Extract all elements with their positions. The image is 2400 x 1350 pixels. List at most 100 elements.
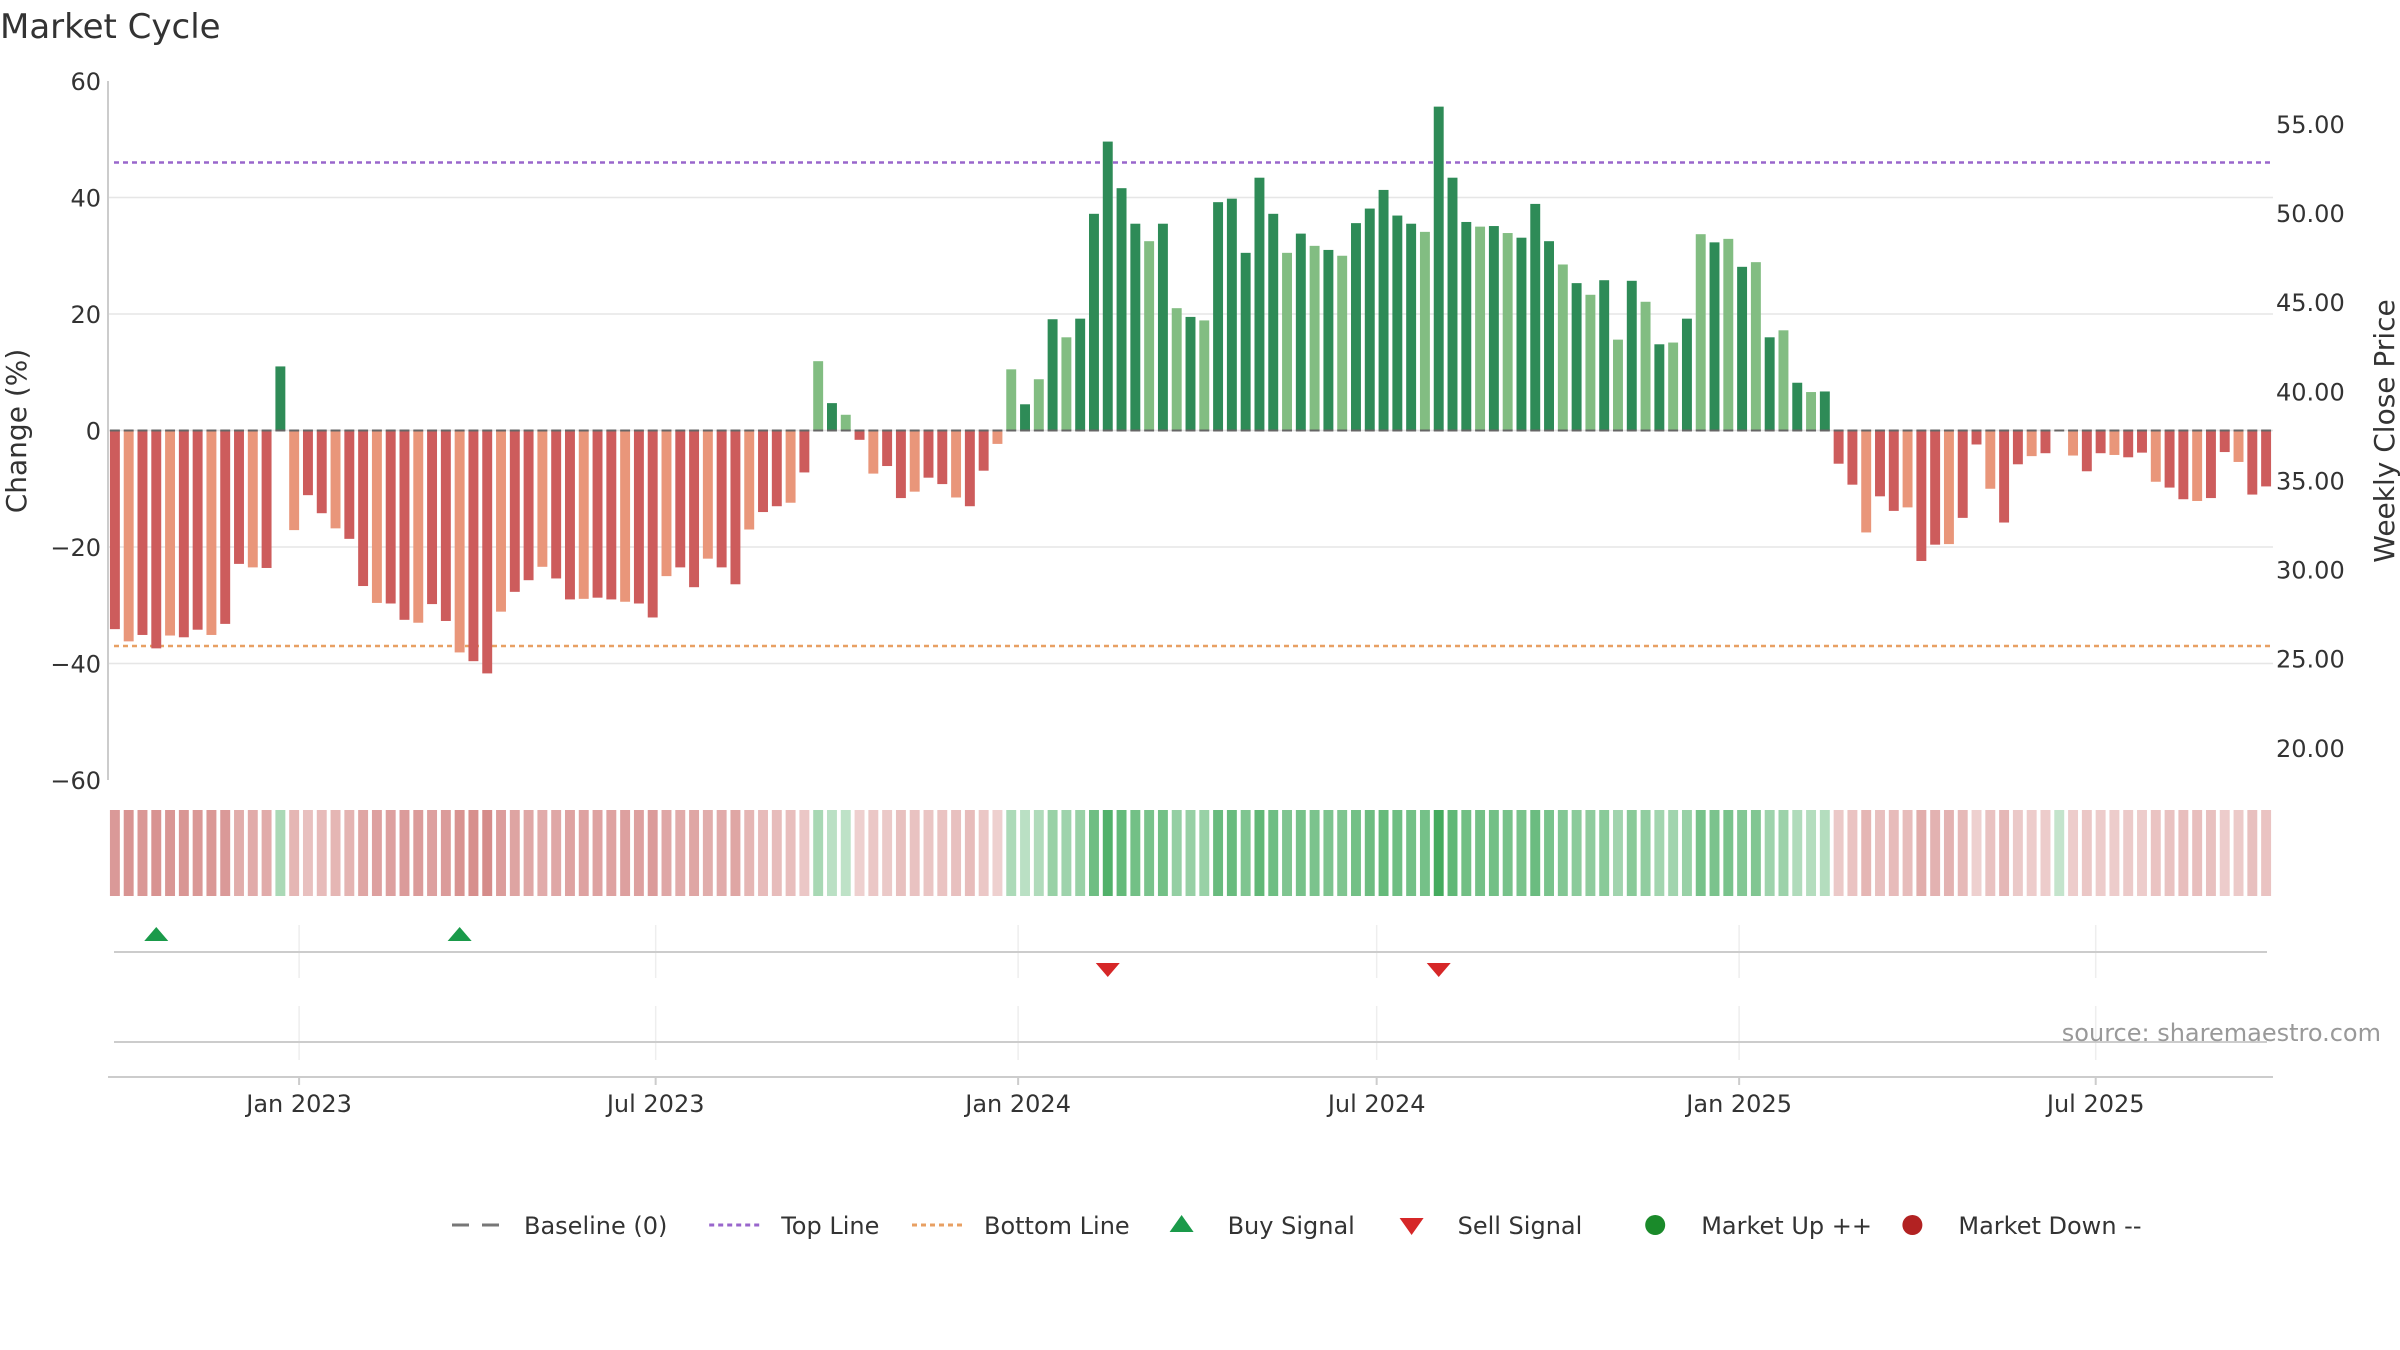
heat-cell (1033, 810, 1044, 896)
legend-item: Top Line (709, 1212, 879, 1240)
heat-cell (2150, 810, 2161, 896)
legend-symbol-circle (1645, 1215, 1666, 1235)
buy-signal-marker (144, 927, 169, 941)
heat-cell (923, 810, 934, 896)
legend-item: Market Up ++ (1645, 1212, 1872, 1240)
bar (895, 430, 906, 499)
y-tick-label-left: 60 (70, 68, 101, 96)
heat-cell (1323, 810, 1334, 896)
heat-cell (1254, 810, 1265, 896)
bar (440, 430, 451, 621)
bar (1819, 391, 1830, 431)
heat-cell (937, 810, 948, 896)
heat-cell (827, 810, 837, 896)
heat-cell (302, 810, 313, 896)
legend-label: Market Up ++ (1701, 1212, 1872, 1240)
bar (1351, 223, 1361, 431)
bar (1447, 177, 1458, 431)
legend-item: Bottom Line (912, 1212, 1130, 1240)
bar (606, 430, 617, 600)
heat-cell (1833, 810, 1844, 896)
heat-cell (1557, 810, 1568, 896)
bar (620, 430, 631, 602)
heat-cell (1792, 810, 1803, 896)
legend-label: Buy Signal (1228, 1212, 1355, 1240)
bar (785, 430, 796, 503)
heat-cell (2164, 810, 2175, 896)
legend-symbol-buy (1169, 1215, 1194, 1232)
bar (1613, 339, 1623, 431)
heat-cell (1695, 810, 1706, 896)
heat-cell (1392, 810, 1403, 896)
bar (1323, 249, 1334, 431)
bar (1516, 237, 1527, 431)
bar (882, 430, 893, 467)
heat-cell (123, 810, 134, 896)
heat-cell (2054, 810, 2065, 896)
heat-cell (1075, 810, 1086, 896)
bar (1626, 280, 1637, 431)
bar (1681, 318, 1692, 431)
heat-cell (799, 810, 810, 896)
heat-cell (261, 810, 272, 896)
heat-cell (1640, 810, 1651, 896)
y-tick-label-right: 35.00 (2276, 467, 2345, 495)
legend-label: Sell Signal (1458, 1212, 1583, 1240)
bar (1957, 430, 1968, 518)
heat-cell (1654, 810, 1665, 896)
heat-cell (895, 810, 906, 896)
heat-cell (137, 810, 148, 896)
heat-cell (234, 810, 244, 896)
bar (1268, 213, 1279, 431)
y-axis-label-right: Weekly Close Price (2368, 299, 2400, 562)
heat-cell (2095, 810, 2106, 896)
heat-cell (1737, 810, 1748, 896)
legend-item: Market Down -- (1902, 1212, 2141, 1240)
heat-cell (1516, 810, 1527, 896)
heat-cell (785, 810, 796, 896)
bar (385, 430, 396, 604)
x-tick-label: Jan 2025 (1684, 1090, 1792, 1118)
bar (2219, 430, 2230, 453)
legend-item: Sell Signal (1399, 1212, 1583, 1240)
heat-cell (371, 810, 382, 896)
heat-cell (909, 810, 920, 896)
heat-cell (868, 810, 879, 896)
legend-label: Bottom Line (984, 1212, 1130, 1240)
bar (165, 430, 176, 636)
heat-cell (1351, 810, 1361, 896)
bar (923, 430, 934, 478)
heat-cell (1006, 810, 1017, 896)
heat-cell (1199, 810, 1210, 896)
heat-cell (2123, 810, 2134, 896)
bar (1695, 234, 1706, 431)
bar (2012, 430, 2023, 465)
bar (454, 430, 465, 653)
bar (1792, 382, 1803, 431)
bar (206, 430, 217, 635)
bar (1033, 379, 1044, 431)
bar (1461, 221, 1472, 431)
bar (1419, 231, 1430, 431)
bar (716, 430, 727, 568)
bar (1047, 319, 1058, 431)
bar (1337, 255, 1348, 431)
heat-cell (1847, 810, 1858, 896)
heat-cell (702, 810, 713, 896)
y-tick-label-left: 40 (70, 185, 101, 213)
heat-cell (592, 810, 603, 896)
bar (1971, 430, 1982, 445)
legend-label: Baseline (0) (524, 1212, 667, 1240)
bar (1475, 226, 1486, 431)
heat-cell (316, 810, 327, 896)
sell-signal-marker (1426, 963, 1451, 977)
heat-cell (1309, 810, 1320, 896)
heat-cell (1116, 810, 1127, 896)
heat-cell (1599, 810, 1610, 896)
bar (1157, 223, 1168, 431)
bar (358, 430, 369, 587)
legend-label: Top Line (780, 1212, 879, 1240)
heat-cell (854, 810, 865, 896)
heat-cell (730, 810, 741, 896)
heat-cell (1888, 810, 1899, 896)
